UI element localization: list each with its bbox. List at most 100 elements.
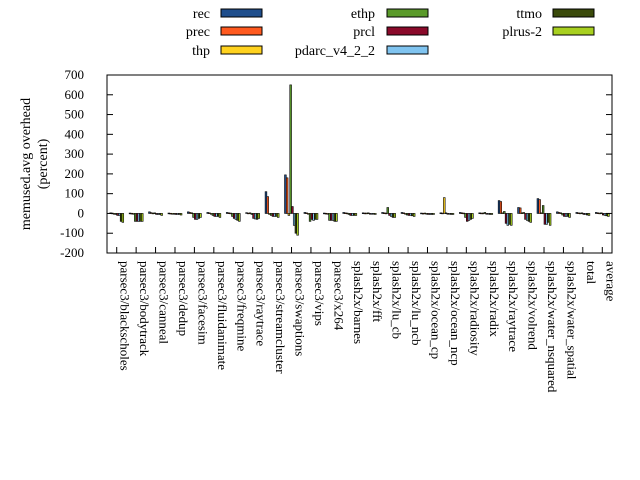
x-tick-label: average [603, 261, 618, 302]
x-tick-label: parsec3/x264 [331, 261, 346, 331]
x-tick-label: splash2x/lu_cb [390, 261, 405, 339]
legend-label: ethp [351, 7, 375, 22]
bar [179, 213, 183, 216]
bar [199, 213, 202, 218]
x-tick-label: splash2x/ocean_ncp [448, 261, 463, 366]
bar [587, 213, 591, 216]
legend-item: pdarc_v4_2_2 [295, 44, 429, 59]
x-tick-label: splash2x/volrend [526, 261, 541, 350]
y-axis-label-line: (percent) [36, 138, 51, 189]
y-tick-label: 600 [65, 87, 85, 102]
legend: rec prec thp ethp prcl pdarc_v4_2_2 ttmo plrus-… [186, 7, 595, 59]
legend-swatch [386, 26, 429, 36]
x-tick-label: parsec3/freqmine [234, 261, 249, 351]
x-tick-label: splash2x/radix [487, 261, 502, 337]
y-tick-label: 100 [65, 186, 85, 201]
bar [529, 213, 532, 223]
bar [483, 212, 487, 214]
plot-area [106, 74, 613, 254]
legend-item: ethp [351, 7, 429, 22]
x-tick-label: parsec3/bodytrack [137, 261, 152, 357]
bar [287, 213, 291, 216]
legend-swatch [386, 8, 429, 18]
bar [393, 213, 396, 218]
y-tick-label: 500 [65, 107, 85, 122]
legend-label: prcl [353, 25, 375, 40]
bar [354, 213, 358, 216]
bar [451, 213, 455, 215]
bar [443, 197, 446, 214]
x-axis: parsec3/blackscholes parsec3/bodytrack par… [116, 247, 618, 393]
plot-border [106, 74, 613, 254]
bar [471, 213, 474, 219]
bar [522, 212, 525, 214]
legend-swatch [386, 45, 429, 55]
x-tick-label: splash2x/raytrace [506, 261, 521, 352]
bar [490, 213, 494, 215]
legend-label: plrus-2 [502, 25, 542, 40]
legend-swatch [552, 8, 595, 18]
legend-label: thp [192, 44, 210, 59]
x-tick-label: splash2x/ocean_cp [428, 261, 443, 359]
legend-swatch [220, 26, 263, 36]
bar [538, 199, 541, 214]
bar [121, 213, 125, 223]
bar [335, 213, 338, 222]
legend-swatch [220, 45, 263, 55]
x-tick-label: splash2x/fft [370, 261, 385, 323]
legend-swatch [552, 26, 595, 36]
bar [296, 213, 299, 236]
x-tick-label: splash2x/lu_ncb [409, 261, 424, 346]
y-tick-label: 700 [65, 67, 85, 82]
bar [266, 196, 269, 214]
y-tick-label: 300 [65, 146, 85, 161]
bar [277, 213, 280, 218]
bar [519, 207, 522, 214]
bar [386, 207, 389, 214]
bar [510, 213, 513, 226]
x-tick-label: parsec3/fluidanimate [215, 261, 230, 370]
x-tick-label: parsec3/facesim [195, 261, 210, 345]
legend-item: rec [193, 7, 263, 22]
bar [218, 213, 222, 218]
x-tick-label: parsec3/canneal [157, 261, 172, 344]
x-tick-label: parsec3/vips [312, 261, 327, 326]
legend-item: ttmo [516, 7, 595, 22]
y-tick-label: -200 [60, 245, 84, 260]
bar [257, 213, 260, 219]
y-axis-label-line: memused.avg overhead [19, 98, 34, 230]
bar [291, 206, 294, 214]
x-tick-label: total [584, 261, 599, 284]
legend-item: prcl [353, 25, 429, 40]
legend-item: thp [192, 44, 263, 59]
y-tick-label: 200 [65, 166, 85, 181]
bars [109, 84, 610, 236]
x-tick-label: parsec3/raytrace [254, 261, 269, 346]
bar [432, 213, 435, 215]
x-tick-label: parsec3/blackscholes [118, 261, 133, 371]
legend-label: rec [193, 7, 210, 22]
bar [238, 213, 241, 222]
x-tick-label: splash2x/radiosity [467, 261, 482, 356]
bar [315, 213, 319, 220]
bar [503, 211, 506, 214]
x-tick-label: parsec3/dedup [176, 261, 191, 336]
legend-label: prec [186, 25, 210, 40]
legend-item: plrus-2 [502, 25, 595, 40]
bar [541, 205, 545, 214]
y-axis-label: memused.avg overhead (percent) [19, 98, 51, 230]
x-tick-label: splash2x/water_nsquared [545, 261, 560, 393]
bar [499, 201, 502, 214]
legend-label: ttmo [516, 7, 542, 22]
bar [374, 213, 377, 215]
y-tick-label: -100 [60, 225, 84, 240]
y-tick-label: 400 [65, 126, 85, 141]
bar [568, 213, 571, 218]
bar [160, 213, 163, 216]
legend-item: prec [186, 25, 263, 40]
x-tick-label: parsec3/streamcluster [273, 261, 288, 374]
bar [285, 177, 289, 214]
bar [289, 84, 292, 214]
y-tick-label: 0 [78, 205, 85, 220]
